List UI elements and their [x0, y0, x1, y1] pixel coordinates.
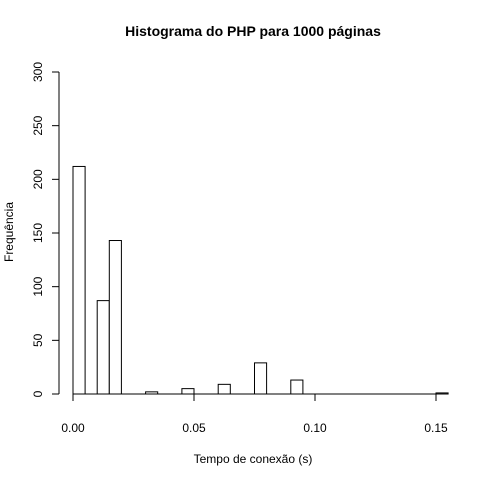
histogram-bar — [108, 240, 122, 395]
y-tick-label: 150 — [31, 223, 45, 243]
histogram-bar — [254, 362, 268, 395]
x-tick-label: 0.00 — [61, 421, 85, 435]
y-axis: 0 50 100 150 200 250 300 — [31, 62, 60, 397]
y-tick-label: 300 — [31, 62, 45, 82]
histogram-bar — [181, 388, 195, 395]
histogram-bar — [72, 165, 86, 395]
y-tick-label: 50 — [31, 333, 45, 347]
x-tick-label: 0.15 — [424, 421, 448, 435]
x-axis: 0.00 0.05 0.10 0.15 — [61, 393, 448, 435]
histogram-bar — [290, 379, 304, 395]
histogram-bar — [96, 300, 110, 395]
histogram-bars — [72, 165, 449, 395]
y-tick-label: 200 — [31, 169, 45, 189]
chart-title: Histograma do PHP para 1000 páginas — [125, 23, 381, 39]
y-tick-label: 0 — [31, 390, 45, 397]
histogram-bar — [217, 383, 231, 395]
y-axis-label: Frequência — [2, 202, 16, 262]
y-tick-label: 100 — [31, 276, 45, 296]
histogram-bar — [435, 392, 449, 395]
y-tick-label: 250 — [31, 115, 45, 135]
x-tick-label: 0.05 — [182, 421, 206, 435]
x-tick-label: 0.10 — [303, 421, 327, 435]
x-axis-label: Tempo de conexão (s) — [194, 452, 313, 466]
